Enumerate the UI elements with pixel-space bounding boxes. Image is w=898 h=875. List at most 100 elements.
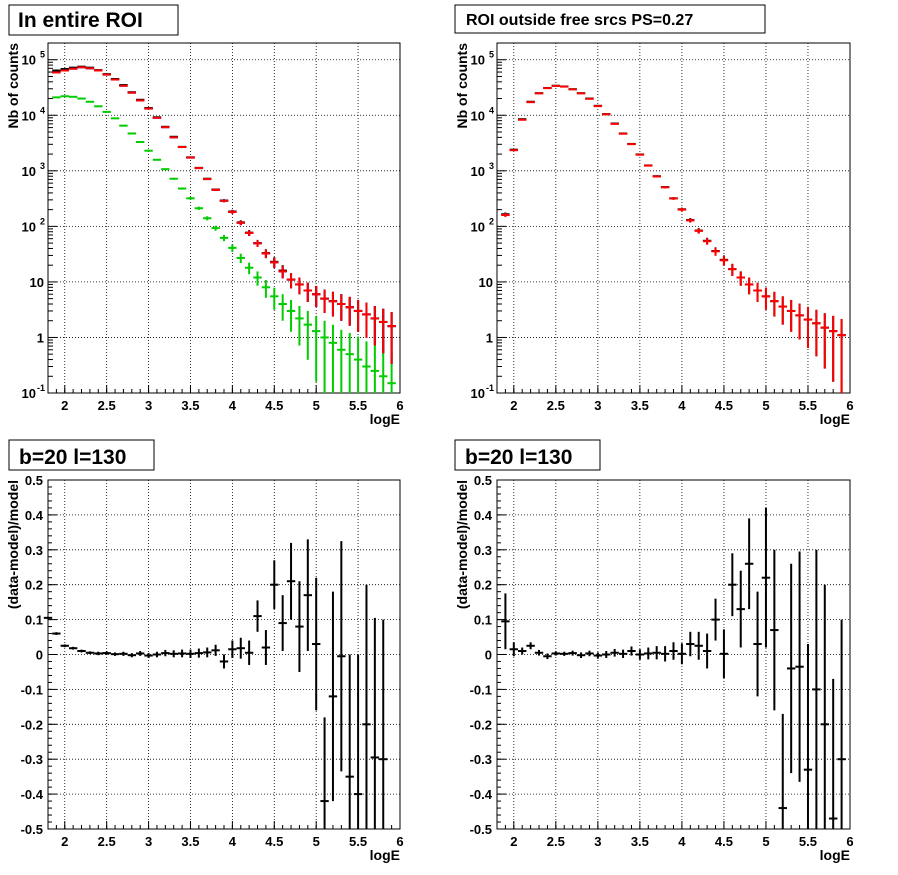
data-point — [236, 253, 245, 264]
data-point — [169, 136, 178, 139]
y-tick-label: 10 — [471, 219, 485, 234]
y-tick-label: 0.2 — [474, 578, 492, 593]
data-point — [795, 303, 804, 340]
data-point — [761, 507, 771, 648]
data-point — [635, 153, 645, 156]
data-point — [353, 299, 363, 332]
x-tick-label: 5 — [313, 834, 320, 849]
plot-frame — [496, 42, 851, 394]
data-point — [828, 678, 838, 829]
data-point — [585, 650, 594, 657]
data-point — [837, 319, 846, 393]
data-point — [270, 287, 279, 310]
data-point — [509, 149, 519, 152]
title-box — [454, 4, 766, 34]
data-point — [677, 207, 687, 212]
chart-title: ROI outside free srcs PS=0.27 — [466, 12, 693, 29]
data-point — [136, 141, 145, 144]
data-point — [501, 593, 510, 650]
y-tick-label: 0.5 — [25, 473, 43, 488]
x-tick-label: 2.5 — [547, 398, 565, 413]
data-point — [194, 648, 204, 658]
data-point — [211, 188, 220, 191]
data-point — [161, 126, 170, 129]
data-point — [127, 132, 136, 135]
data-point — [312, 285, 321, 307]
data-point — [312, 315, 321, 382]
x-tick-label: 3.5 — [181, 834, 199, 849]
y-tick-label: -0.2 — [21, 717, 43, 732]
data-point — [320, 717, 329, 829]
y-tick-label: 10 — [22, 386, 36, 401]
y-tick-exponent: 4 — [40, 105, 45, 115]
x-axis-label: logE — [820, 847, 850, 863]
data-point — [203, 216, 212, 221]
data-point — [244, 640, 254, 665]
data-point — [186, 196, 195, 200]
data-point — [244, 262, 254, 275]
x-tick-label: 3.5 — [631, 398, 649, 413]
data-point — [253, 600, 262, 632]
y-tick-label: 10 — [471, 386, 485, 401]
data-point — [669, 197, 678, 200]
data-point — [270, 257, 279, 269]
y-tick-label: 1 — [37, 330, 44, 345]
y-tick-label: 0 — [36, 648, 43, 663]
data-point — [303, 282, 312, 302]
x-axis-label: logE — [370, 847, 400, 863]
data-point — [820, 584, 829, 829]
data-point — [77, 649, 86, 653]
data-point — [778, 296, 787, 325]
data-point — [362, 341, 371, 393]
data-point — [119, 124, 128, 127]
x-tick-label: 2.5 — [98, 398, 116, 413]
data-point — [686, 218, 695, 223]
y-tick-label: 0.3 — [474, 543, 492, 558]
data-point — [328, 291, 338, 317]
data-point — [753, 282, 762, 302]
data-point — [152, 651, 162, 658]
x-tick-label: 4.5 — [715, 398, 733, 413]
data-point — [610, 122, 619, 125]
data-point — [660, 646, 670, 662]
x-tick-label: 5 — [762, 398, 769, 413]
data-point — [551, 651, 561, 656]
data-point — [694, 631, 703, 660]
data-point — [219, 654, 229, 669]
data-point — [618, 649, 628, 658]
data-point — [328, 591, 338, 802]
data-point — [261, 630, 271, 665]
data-point — [803, 306, 813, 348]
data-point — [337, 294, 346, 321]
x-axis-label: logE — [370, 411, 400, 427]
data-point — [177, 649, 187, 658]
data-point — [379, 308, 388, 354]
data-point — [219, 235, 229, 242]
y-axis-label: (data-model)/model — [5, 480, 21, 609]
data-point — [261, 249, 271, 259]
x-tick-label: 5.5 — [349, 834, 367, 849]
data-point — [328, 324, 338, 393]
y-tick-label: 0.2 — [25, 578, 43, 593]
y-tick-exponent: 2 — [489, 216, 494, 226]
data-point — [362, 584, 371, 829]
y-tick-exponent: -1 — [37, 383, 45, 393]
data-point — [52, 632, 61, 635]
data-point — [186, 649, 195, 658]
data-point — [102, 651, 111, 655]
x-tick-label: 4 — [678, 398, 686, 413]
data-point — [60, 644, 69, 648]
y-tick-label: -0.1 — [470, 682, 492, 697]
data-point — [736, 570, 745, 648]
y-tick-exponent: 3 — [489, 161, 494, 171]
data-point — [228, 640, 237, 658]
data-point — [295, 306, 304, 346]
y-axis-label: (data-model)/model — [454, 480, 470, 609]
data-point — [236, 220, 245, 226]
y-tick-label: 10 — [22, 164, 36, 179]
x-tick-label: 3 — [145, 398, 152, 413]
data-point — [85, 651, 95, 655]
y-tick-label: 0 — [485, 648, 492, 663]
